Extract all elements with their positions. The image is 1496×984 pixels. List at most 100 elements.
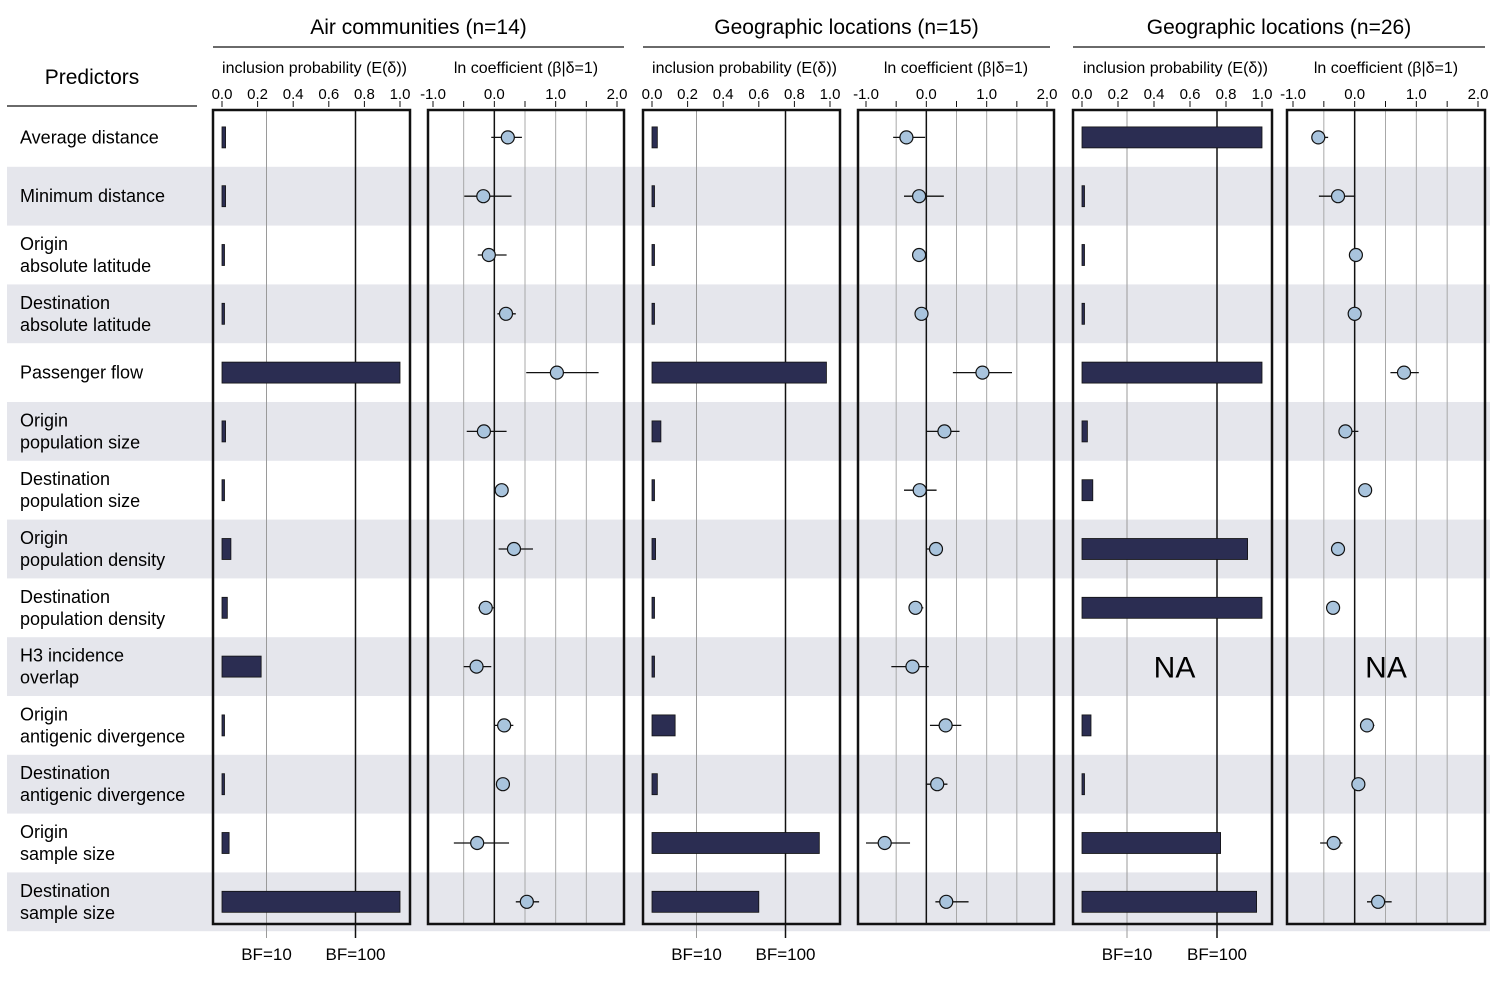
coefficient-point bbox=[911, 247, 927, 263]
inclusion-bar bbox=[221, 890, 401, 913]
predictor-label: Origin population density bbox=[20, 528, 165, 570]
inclusion-tick-label: 1.0 bbox=[390, 86, 411, 103]
coefficient-tick-label: 0.0 bbox=[1344, 86, 1365, 103]
predictor-label: Origin absolute latitude bbox=[20, 234, 151, 276]
bf100-label: BF=100 bbox=[325, 945, 385, 964]
bf10-label: BF=10 bbox=[671, 945, 722, 964]
inclusion-bar bbox=[1081, 302, 1085, 325]
coefficient-point bbox=[1347, 306, 1362, 321]
predictor-label: Destination population size bbox=[20, 469, 140, 511]
inclusion-tick-label: 0.2 bbox=[247, 86, 268, 103]
inclusion-bar bbox=[221, 714, 225, 737]
coefficient-point bbox=[495, 777, 511, 792]
inclusion-bar bbox=[221, 185, 226, 208]
coefficient-point bbox=[549, 365, 564, 380]
predictor-label: Origin sample size bbox=[20, 822, 115, 864]
inclusion-tick-label: 1.0 bbox=[820, 86, 841, 103]
coefficient-point bbox=[1325, 600, 1341, 615]
inclusion-bar bbox=[221, 361, 401, 384]
panel-group-3: Geographic locations (n=26) inclusion pro… bbox=[1072, 16, 1489, 964]
inclusion-bar bbox=[221, 773, 225, 796]
coefficient-point bbox=[914, 306, 929, 321]
coefficient-tick-label: -1.0 bbox=[420, 86, 446, 103]
inclusion-bar bbox=[651, 773, 658, 796]
inclusion-tick-label: 1.0 bbox=[1252, 86, 1273, 103]
inclusion-bar bbox=[221, 479, 225, 502]
predictor-label: Destination sample size bbox=[20, 881, 115, 923]
coefficient-tick-label: 1.0 bbox=[1406, 86, 1427, 103]
coefficient-point bbox=[939, 894, 954, 909]
inclusion-bar bbox=[1081, 773, 1085, 796]
inclusion-tick-label: 0.0 bbox=[212, 86, 233, 103]
inclusion-tick-label: 0.8 bbox=[354, 86, 375, 103]
coefficient-tick-label: 2.0 bbox=[1468, 86, 1489, 103]
inclusion-bar bbox=[1081, 244, 1085, 266]
coefficient-point bbox=[928, 541, 944, 557]
group-title: Air communities (n=14) bbox=[310, 16, 527, 39]
inclusion-axis-title: inclusion probability (E(δ)) bbox=[652, 60, 837, 77]
coefficient-point bbox=[912, 483, 927, 498]
row-band bbox=[7, 754, 1490, 814]
panel-group-2: Geographic locations (n=15) inclusion pro… bbox=[642, 16, 1058, 964]
inclusion-bar bbox=[1081, 420, 1088, 443]
coefficient-tick-label: -1.0 bbox=[1280, 86, 1306, 103]
bf10-label: BF=10 bbox=[1102, 945, 1153, 964]
predictors-header: Predictors bbox=[45, 66, 140, 89]
inclusion-bar bbox=[221, 538, 232, 560]
coefficient-frame bbox=[426, 108, 626, 926]
panel-group-1: Air communities (n=14) inclusion probabil… bbox=[212, 16, 628, 964]
inclusion-tick-label: 0.4 bbox=[283, 86, 304, 103]
coefficient-point bbox=[476, 189, 491, 204]
coefficient-point bbox=[498, 306, 514, 321]
coefficient-axis-title: ln coefficient (β|δ=1) bbox=[884, 60, 1028, 77]
panels: Air communities (n=14) inclusion probabil… bbox=[212, 16, 1489, 964]
inclusion-bar bbox=[651, 302, 655, 325]
inclusion-bar bbox=[1081, 185, 1085, 208]
inclusion-tick-label: 0.6 bbox=[318, 86, 339, 103]
inclusion-bar bbox=[1081, 890, 1258, 913]
predictor-labels: Average distance Minimum distance Origin ab… bbox=[20, 127, 185, 922]
bf100-label: BF=100 bbox=[755, 945, 815, 964]
na-label: NA bbox=[1154, 652, 1196, 685]
inclusion-bar bbox=[651, 185, 655, 208]
inclusion-bar bbox=[221, 655, 262, 678]
coefficient-point bbox=[478, 600, 493, 615]
inclusion-bar bbox=[651, 832, 820, 854]
inclusion-bar bbox=[221, 596, 228, 619]
predictor-label: Destination population density bbox=[20, 587, 165, 629]
inclusion-bar bbox=[221, 126, 226, 149]
inclusion-tick-label: 0.4 bbox=[1144, 86, 1165, 103]
inclusion-bar bbox=[1081, 832, 1222, 854]
inclusion-bar bbox=[1081, 596, 1263, 619]
inclusion-axis-title: inclusion probability (E(δ)) bbox=[1083, 60, 1268, 77]
coefficient-axis-title: ln coefficient (β|δ=1) bbox=[1314, 60, 1458, 77]
coefficient-point bbox=[975, 365, 990, 380]
coefficient-tick-label: 2.0 bbox=[607, 86, 628, 103]
coefficient-tick-label: -1.0 bbox=[853, 86, 879, 103]
inclusion-frame bbox=[211, 108, 412, 926]
inclusion-bar bbox=[1081, 126, 1263, 149]
coefficient-point bbox=[905, 659, 920, 674]
inclusion-bar bbox=[221, 302, 225, 325]
coefficient-point bbox=[1358, 483, 1373, 498]
coefficient-point bbox=[1348, 247, 1364, 263]
coefficient-point bbox=[1330, 541, 1346, 557]
coefficient-point bbox=[469, 659, 484, 674]
inclusion-frame bbox=[1071, 108, 1274, 926]
coefficient-point bbox=[911, 189, 927, 204]
coefficient-point bbox=[1326, 835, 1341, 851]
inclusion-tick-label: 0.0 bbox=[642, 86, 663, 103]
inclusion-bar bbox=[651, 890, 760, 913]
coefficient-point bbox=[470, 835, 485, 851]
coefficient-tick-label: 1.0 bbox=[545, 86, 566, 103]
bf100-label: BF=100 bbox=[1187, 945, 1247, 964]
row-band bbox=[7, 166, 1490, 226]
coefficient-point bbox=[476, 424, 492, 439]
coefficient-point bbox=[1396, 365, 1412, 380]
coefficient-point bbox=[938, 718, 953, 733]
inclusion-tick-label: 0.2 bbox=[1108, 86, 1129, 103]
coefficient-tick-label: 0.0 bbox=[916, 86, 937, 103]
predictor-label: Origin population size bbox=[20, 410, 140, 452]
coefficient-tick-label: 1.0 bbox=[976, 86, 997, 103]
